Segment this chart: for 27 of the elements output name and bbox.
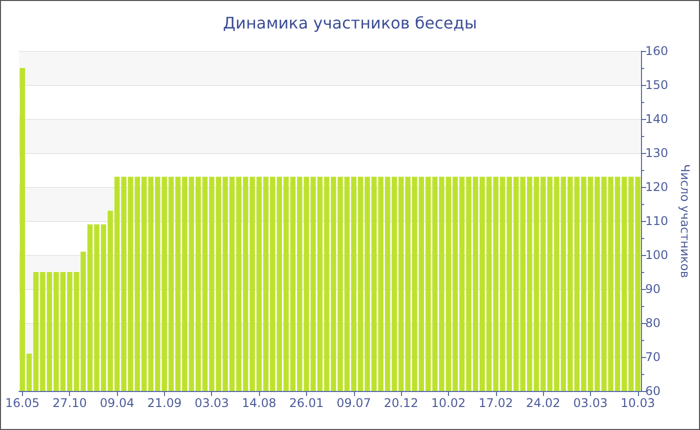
x-tick-label: 16.05 xyxy=(5,396,40,410)
y-tick-label: 120 xyxy=(645,180,668,194)
x-tick-label: 17.02 xyxy=(478,396,513,410)
x-tick-label: 03.03 xyxy=(194,396,229,410)
x-tick-label: 09.07 xyxy=(336,396,371,410)
x-tick-label: 14.08 xyxy=(242,396,276,410)
x-tick-label: 26.01 xyxy=(289,396,324,410)
y-tick-label: 90 xyxy=(645,282,660,296)
x-tick-label: 21.09 xyxy=(147,396,182,410)
x-tick-label: 03.03 xyxy=(573,396,608,410)
y-tick-label: 100 xyxy=(645,248,668,262)
x-tick-label: 27.10 xyxy=(52,396,87,410)
y-tick-label: 110 xyxy=(645,214,668,228)
x-tick-label: 10.03 xyxy=(620,396,655,410)
y-tick-label: 150 xyxy=(645,78,668,92)
y-tick-label: 70 xyxy=(645,350,660,364)
chart-title: Динамика участников беседы xyxy=(223,14,477,32)
y-axis-title: Число участников xyxy=(678,164,692,278)
y-tick-label: 80 xyxy=(645,316,660,330)
y-tick-label: 160 xyxy=(645,44,668,58)
x-tick-label: 24.02 xyxy=(526,396,560,410)
x-tick-label: 09.04 xyxy=(100,396,134,410)
x-tick-label: 20.12 xyxy=(384,396,418,410)
x-tick-label: 10.02 xyxy=(431,396,466,410)
y-tick-label: 140 xyxy=(645,112,668,126)
y-tick-label: 60 xyxy=(645,384,660,398)
y-tick-label: 130 xyxy=(645,146,668,160)
